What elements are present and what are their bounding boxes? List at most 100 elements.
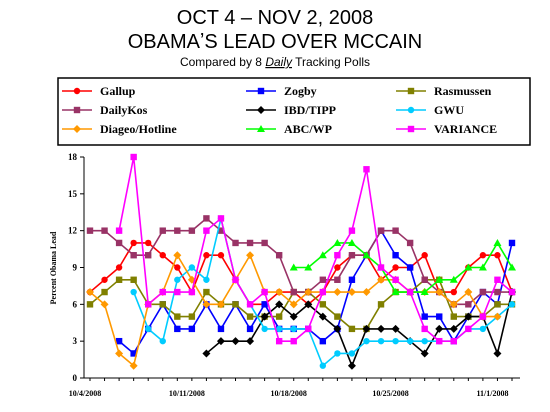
data-point xyxy=(203,276,210,283)
data-point xyxy=(508,239,516,247)
data-point xyxy=(203,215,210,222)
data-point xyxy=(246,239,254,247)
data-point xyxy=(217,227,225,234)
data-point xyxy=(508,301,516,308)
data-point xyxy=(275,337,283,345)
series-line xyxy=(293,241,513,293)
data-point xyxy=(493,312,502,321)
data-point xyxy=(348,325,356,333)
y-tick-label: 3 xyxy=(73,336,78,346)
data-point xyxy=(216,337,225,346)
data-point xyxy=(363,337,370,345)
data-point xyxy=(304,288,313,297)
data-point xyxy=(159,252,166,259)
data-point xyxy=(334,350,341,357)
data-point xyxy=(115,349,124,358)
data-point xyxy=(145,325,152,333)
data-point xyxy=(421,313,428,320)
chart-title: OCT 4 – NOV 2, 2008 xyxy=(177,7,373,29)
data-point xyxy=(217,252,225,259)
data-point xyxy=(319,362,327,369)
data-point xyxy=(130,276,137,283)
data-point xyxy=(392,264,399,271)
data-point xyxy=(334,264,341,271)
data-point xyxy=(450,288,457,296)
data-point xyxy=(406,337,414,345)
data-point xyxy=(275,325,283,333)
data-point xyxy=(377,337,385,345)
data-point xyxy=(464,312,473,321)
legend-box xyxy=(57,77,531,146)
data-point xyxy=(203,288,210,296)
data-point xyxy=(494,276,501,283)
data-point xyxy=(304,300,313,309)
data-point xyxy=(363,166,370,173)
data-point xyxy=(115,239,123,247)
data-point xyxy=(319,276,327,283)
data-point xyxy=(290,325,297,333)
data-point xyxy=(449,324,458,333)
data-point xyxy=(377,324,386,333)
data-point xyxy=(435,288,444,297)
subtitle-part: Daily xyxy=(265,55,293,69)
data-point xyxy=(377,264,385,271)
data-point xyxy=(391,288,400,296)
data-point xyxy=(318,312,327,321)
data-point xyxy=(290,288,297,296)
data-point xyxy=(232,239,239,247)
legend-label: Gallup xyxy=(100,84,136,98)
data-point xyxy=(130,252,137,259)
data-point xyxy=(333,288,342,297)
legend-marker xyxy=(257,125,265,132)
data-point xyxy=(129,361,138,370)
legend-marker xyxy=(407,87,415,95)
data-point xyxy=(478,263,487,271)
y-tick-label: 9 xyxy=(73,263,78,273)
data-point xyxy=(362,288,371,297)
data-point xyxy=(421,252,428,259)
data-point xyxy=(319,301,327,308)
legend-marker xyxy=(257,106,265,114)
data-point xyxy=(334,313,341,320)
data-point xyxy=(479,288,487,296)
data-point xyxy=(86,227,94,234)
legend-marker xyxy=(73,87,81,95)
data-point xyxy=(101,227,108,234)
x-tick-label: 10/4/2008 xyxy=(69,389,101,398)
data-point xyxy=(435,324,444,333)
series-line xyxy=(118,156,513,342)
data-point xyxy=(275,313,283,320)
data-point xyxy=(494,252,501,259)
data-point xyxy=(202,300,211,309)
series-line xyxy=(89,253,498,368)
x-tick-label: 10/18/2008 xyxy=(270,389,306,398)
data-point xyxy=(246,325,254,333)
data-point xyxy=(145,239,152,247)
x-tick-label: 10/25/2008 xyxy=(372,389,408,398)
data-point xyxy=(130,153,137,161)
data-point xyxy=(188,313,196,320)
data-point xyxy=(392,337,399,345)
data-point xyxy=(261,325,268,333)
data-point xyxy=(449,300,458,309)
data-point xyxy=(101,288,108,296)
data-point xyxy=(159,227,166,234)
data-point xyxy=(508,288,516,296)
data-point xyxy=(101,276,108,283)
data-point xyxy=(159,337,166,345)
data-point xyxy=(494,301,501,308)
data-point xyxy=(188,288,196,296)
legend-marker xyxy=(257,87,265,95)
data-point xyxy=(86,301,94,308)
data-point xyxy=(261,301,268,308)
data-point xyxy=(347,238,356,246)
data-point xyxy=(508,263,516,271)
data-point xyxy=(334,276,341,283)
data-point xyxy=(420,288,429,296)
data-point xyxy=(435,275,444,283)
legend-label: GWU xyxy=(434,103,464,117)
data-point xyxy=(377,301,385,308)
data-point xyxy=(217,215,225,222)
data-point xyxy=(216,300,225,309)
